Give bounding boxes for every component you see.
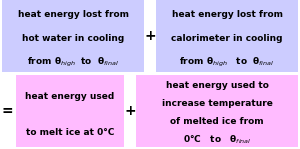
Text: calorimeter in cooling: calorimeter in cooling: [171, 34, 283, 43]
Text: heat energy lost from: heat energy lost from: [17, 10, 128, 19]
Text: to melt ice at 0°C: to melt ice at 0°C: [26, 128, 114, 137]
Bar: [16, 75, 124, 147]
Text: =: =: [1, 104, 13, 118]
Text: +: +: [144, 29, 156, 43]
Text: hot water in cooling: hot water in cooling: [22, 34, 124, 43]
Text: heat energy used: heat energy used: [26, 92, 115, 101]
Text: of melted ice from: of melted ice from: [170, 117, 264, 126]
Text: 0°C   to   θ$_{final}$: 0°C to θ$_{final}$: [183, 134, 251, 146]
Text: from θ$_{high}$   to  θ$_{final}$: from θ$_{high}$ to θ$_{final}$: [179, 56, 274, 69]
Bar: [136, 75, 298, 147]
Text: increase temperature: increase temperature: [162, 99, 272, 108]
Bar: [156, 0, 298, 72]
Text: heat energy used to: heat energy used to: [166, 81, 268, 90]
Bar: [2, 0, 144, 72]
Text: heat energy lost from: heat energy lost from: [172, 10, 283, 19]
Text: +: +: [124, 104, 136, 118]
Text: from θ$_{high}$  to  θ$_{final}$: from θ$_{high}$ to θ$_{final}$: [27, 56, 119, 69]
